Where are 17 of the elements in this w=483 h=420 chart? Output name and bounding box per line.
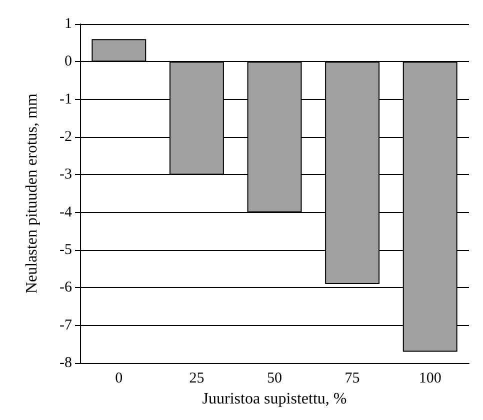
- y-tick-label: -8: [60, 355, 72, 372]
- x-tick-label: 50: [267, 370, 282, 387]
- y-tick-label: -5: [60, 242, 72, 258]
- y-tick-label: -4: [60, 204, 72, 220]
- y-tick-label: -2: [60, 129, 72, 146]
- y-tick-label: -6: [60, 280, 72, 296]
- y-tick-label: 1: [64, 16, 72, 32]
- x-tick-label: 0: [115, 370, 123, 387]
- x-tick-label: 25: [189, 370, 204, 387]
- y-tick-label: -3: [60, 166, 72, 183]
- y-axis-title: Neulasten pituuden erotus, mm: [24, 93, 40, 294]
- y-tick-label: -7: [60, 317, 72, 334]
- x-tick-label: 100: [418, 370, 442, 387]
- y-tick-label: 0: [64, 54, 72, 70]
- x-tick-label: 75: [344, 370, 360, 387]
- y-tick-label: -1: [60, 91, 72, 108]
- x-axis-title: Juuristoa supistettu, %: [202, 390, 347, 408]
